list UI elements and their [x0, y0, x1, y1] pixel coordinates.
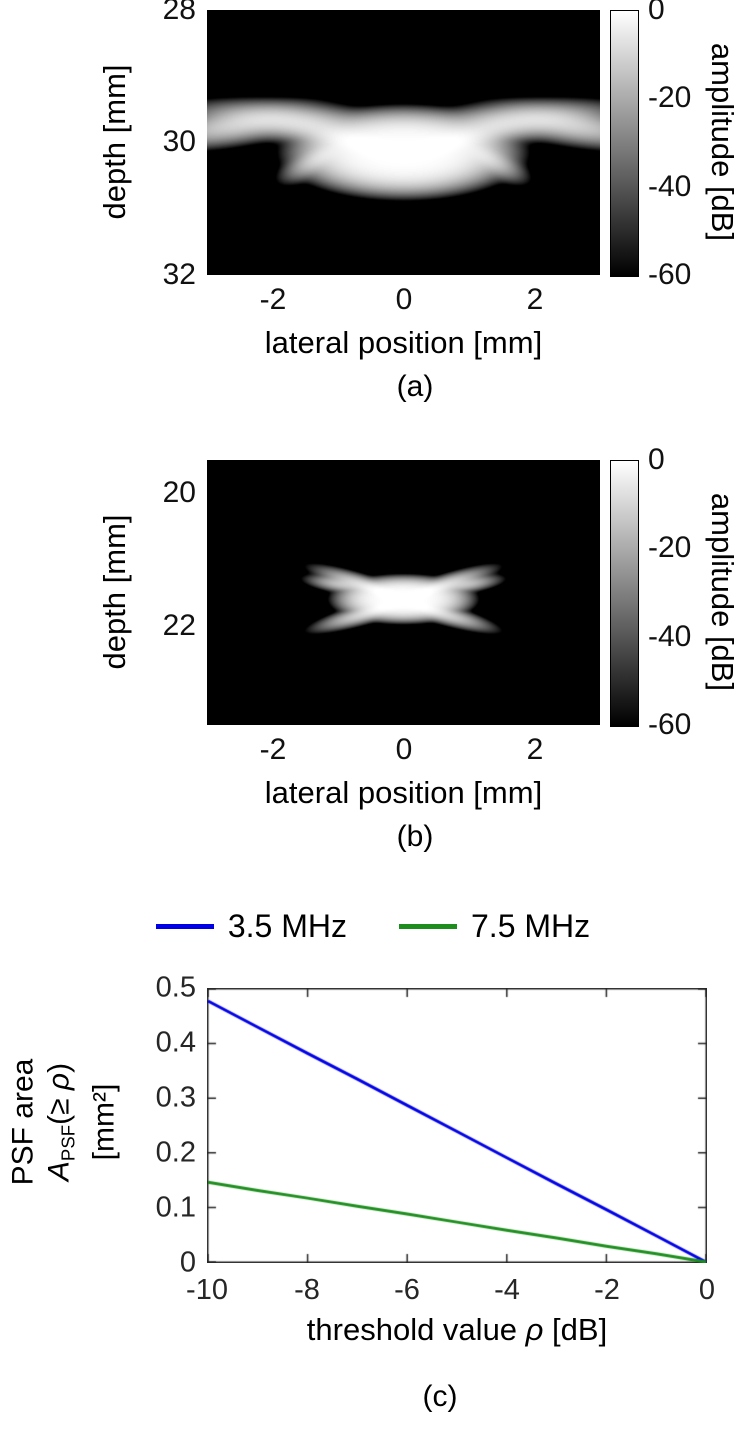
panel-c-ytick: 0.4 — [155, 1026, 196, 1059]
panel-a-colorbar-tick: 0 — [648, 0, 665, 26]
panel-c-ytick: 0.5 — [155, 971, 196, 1004]
panel-b-heatmap — [207, 460, 600, 725]
panel-c-xtick: 0 — [698, 1274, 716, 1306]
panel-c-xtick: -10 — [186, 1274, 228, 1306]
panel-c-ytick: 0.1 — [155, 1191, 196, 1224]
panel-b-ytick: 22 — [162, 609, 196, 642]
panel-b-colorbar-tick: -40 — [648, 620, 692, 653]
legend: 3.5 MHz 7.5 MHz — [0, 908, 746, 945]
panel-b-xtick: -2 — [259, 733, 287, 766]
panel-b-colorbar-tick: 0 — [648, 443, 665, 476]
panel-b-colorbar-label: amplitude [dB] — [705, 492, 740, 692]
panel-b-xtick: 0 — [395, 733, 413, 766]
panel-b-xtick: 2 — [526, 733, 544, 766]
panel-a-xtick: -2 — [259, 283, 287, 316]
panel-c-ylabel-line1: PSF area — [6, 1058, 40, 1186]
panel-b-caption: (b) — [396, 820, 434, 853]
panel-c-ytick: 0.3 — [155, 1081, 196, 1114]
panel-b-ytick: 20 — [162, 476, 196, 509]
panel-c-ylabel-line2: APSF(≥ ρ) — [42, 1062, 79, 1182]
legend-item: 7.5 MHz — [399, 908, 590, 945]
panel-a-colorbar-tick: -40 — [648, 170, 692, 203]
panel-c-xlabel: threshold value ρ [dB] — [306, 1312, 608, 1347]
panel-b-xlabel: lateral position [mm] — [264, 775, 543, 810]
panel-b-colorbar — [610, 460, 639, 727]
panel-c-xtick: -6 — [394, 1274, 420, 1306]
panel-a-ytick: 32 — [162, 258, 196, 291]
panel-b-ylabel: depth [mm] — [97, 514, 132, 670]
panel-b-colorbar-tick: -20 — [648, 531, 692, 564]
panel-a-xtick: 2 — [526, 283, 544, 316]
legend-label: 3.5 MHz — [227, 908, 347, 944]
panel-c-ytick: 0 — [179, 1246, 196, 1279]
panel-a-colorbar-label: amplitude [dB] — [705, 42, 740, 242]
panel-c-ytick: 0.2 — [155, 1136, 196, 1169]
legend-item: 3.5 MHz — [155, 908, 347, 945]
panel-a-xlabel: lateral position [mm] — [264, 325, 543, 360]
panel-c-xtick: -4 — [494, 1274, 520, 1306]
panel-c-xtick: -8 — [294, 1274, 320, 1306]
legend-line-3-5mhz-icon — [155, 924, 214, 929]
panel-c-ylabel: PSF area APSF(≥ ρ) [mm²] — [6, 1059, 123, 1186]
panel-a-ytick: 28 — [162, 0, 196, 26]
panel-b-colorbar-tick: -60 — [648, 708, 692, 741]
legend-line-7-5mhz-icon — [399, 924, 457, 929]
panel-a-ytick: 30 — [162, 125, 196, 158]
legend-label: 7.5 MHz — [471, 908, 591, 944]
panel-a-heatmap — [207, 10, 600, 275]
panel-c-plot — [207, 988, 707, 1263]
panel-a-caption: (a) — [396, 370, 434, 403]
panel-c-caption: (c) — [422, 1380, 458, 1413]
panel-c-xtick: -2 — [594, 1274, 620, 1306]
panel-a-colorbar-tick: -60 — [648, 258, 692, 291]
panel-a-colorbar-tick: -20 — [648, 81, 692, 114]
panel-a-colorbar — [610, 10, 639, 277]
panel-a-xtick: 0 — [395, 283, 413, 316]
